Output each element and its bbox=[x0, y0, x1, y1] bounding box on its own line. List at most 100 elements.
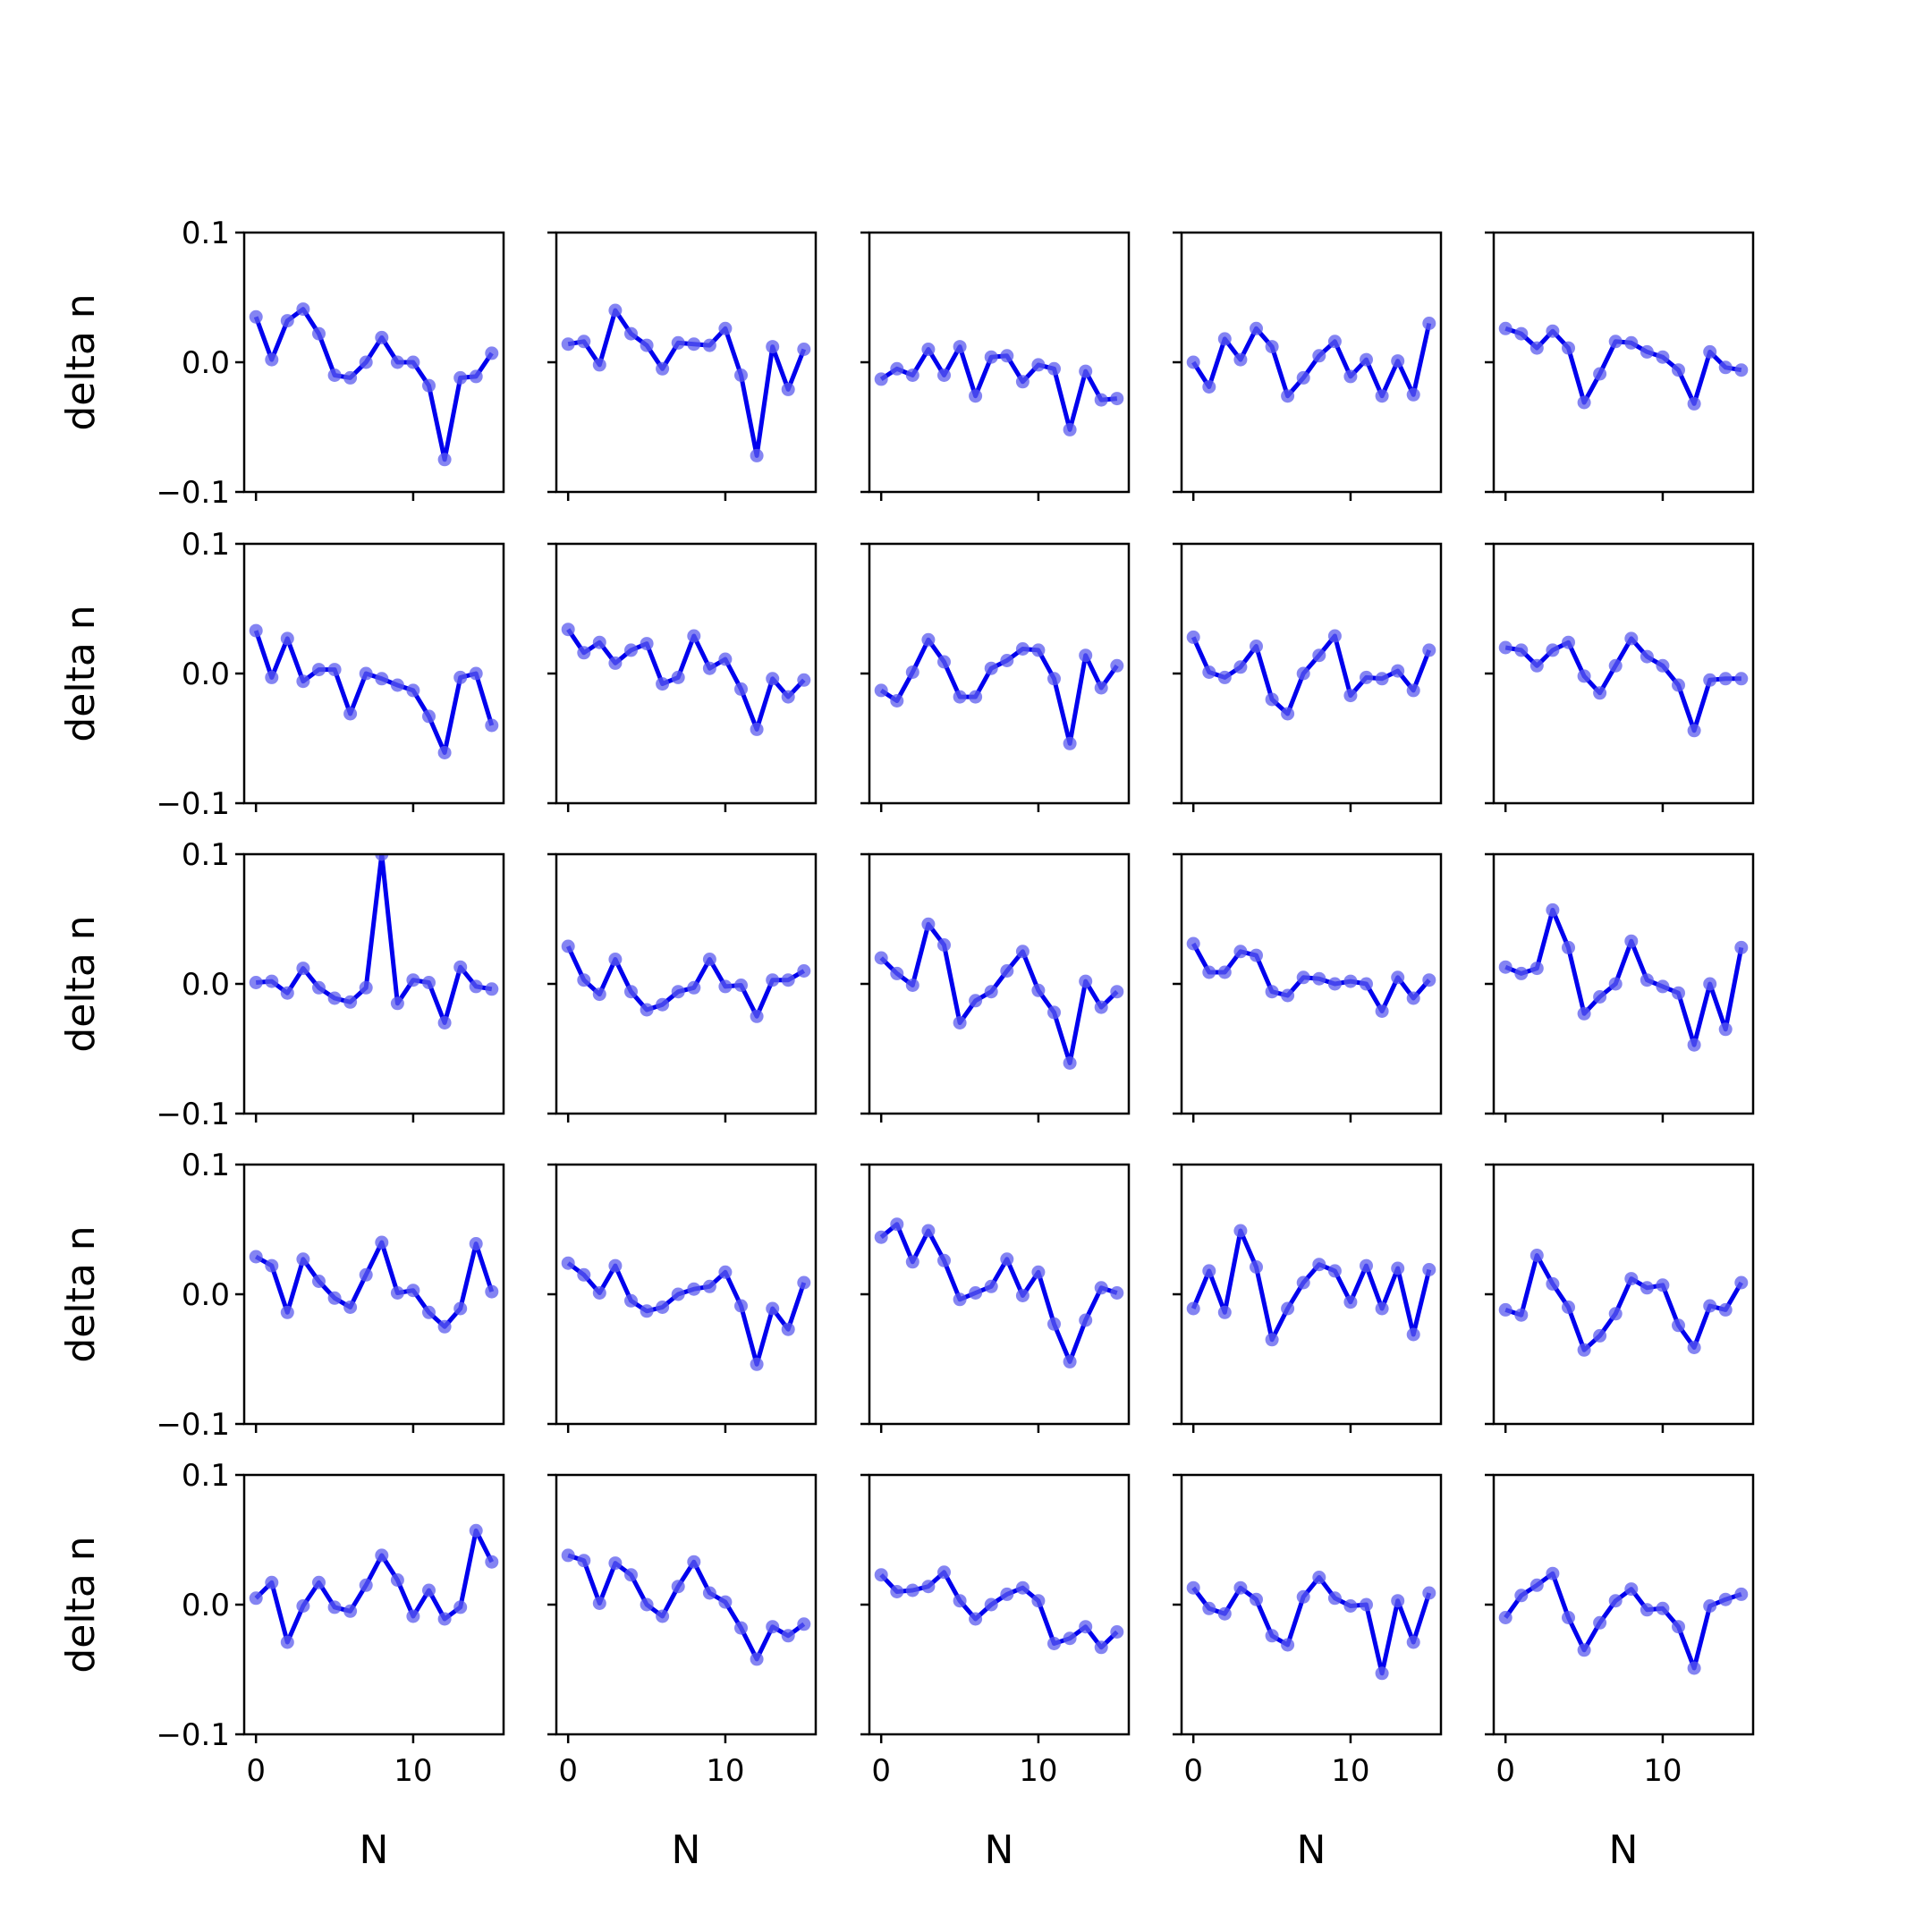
data-point bbox=[280, 1635, 294, 1649]
data-point bbox=[1202, 965, 1216, 979]
data-point bbox=[1422, 1263, 1436, 1276]
data-point bbox=[1281, 988, 1295, 1003]
data-point bbox=[750, 448, 764, 462]
data-point bbox=[797, 673, 811, 687]
x-tick-label: 10 bbox=[1643, 1753, 1682, 1789]
data-point bbox=[1640, 1603, 1654, 1617]
series-line bbox=[256, 854, 493, 1025]
data-point bbox=[608, 656, 623, 670]
data-point bbox=[1406, 1327, 1420, 1342]
data-point bbox=[874, 951, 888, 965]
data-point bbox=[1031, 983, 1046, 997]
data-point bbox=[687, 337, 701, 352]
data-point bbox=[265, 352, 279, 367]
axes-frame bbox=[868, 1473, 1131, 1736]
data-point bbox=[280, 986, 294, 1000]
data-point bbox=[734, 1621, 748, 1635]
data-point bbox=[1233, 1580, 1248, 1595]
data-point bbox=[312, 326, 326, 341]
series-group bbox=[561, 939, 811, 1023]
series-group bbox=[874, 917, 1124, 1070]
data-point bbox=[969, 994, 983, 1008]
data-point bbox=[561, 337, 575, 352]
data-point bbox=[422, 709, 436, 724]
data-point bbox=[874, 1230, 888, 1244]
data-point bbox=[1217, 332, 1232, 346]
data-point bbox=[1281, 1638, 1295, 1652]
data-point bbox=[312, 1575, 326, 1589]
data-point bbox=[1562, 1301, 1575, 1314]
subplot-r2-c3 bbox=[1173, 852, 1443, 1123]
series-line bbox=[1504, 1253, 1743, 1352]
data-point bbox=[937, 369, 951, 382]
series-line bbox=[567, 308, 807, 458]
data-point bbox=[390, 355, 404, 369]
series-group bbox=[874, 1565, 1124, 1655]
data-point bbox=[1718, 360, 1733, 375]
data-point bbox=[1577, 395, 1591, 410]
subplot-r4-c1: 0 10 N bbox=[547, 1473, 818, 1873]
data-point bbox=[1265, 692, 1279, 707]
data-point bbox=[249, 1591, 263, 1606]
series-line bbox=[879, 344, 1118, 432]
data-point bbox=[1063, 1354, 1077, 1368]
data-point bbox=[343, 1604, 358, 1618]
x-tick-label: 10 bbox=[394, 1753, 432, 1789]
data-point bbox=[1186, 630, 1200, 644]
data-point bbox=[1296, 666, 1310, 681]
data-point bbox=[359, 666, 373, 681]
data-point bbox=[797, 1275, 811, 1290]
subplot-r3-c1 bbox=[547, 1163, 818, 1433]
data-point bbox=[750, 1357, 764, 1371]
data-point bbox=[1530, 658, 1544, 673]
data-point bbox=[702, 1586, 716, 1600]
data-point bbox=[1079, 1313, 1093, 1327]
data-point bbox=[750, 722, 764, 736]
data-point bbox=[1186, 936, 1200, 951]
data-point bbox=[577, 335, 591, 349]
data-point bbox=[624, 985, 638, 999]
data-point bbox=[1094, 1000, 1108, 1014]
x-tick-label: 0 bbox=[871, 1753, 891, 1789]
subplot-r1-c2 bbox=[860, 542, 1131, 812]
data-point bbox=[375, 1548, 389, 1563]
data-point bbox=[921, 632, 936, 647]
data-point bbox=[969, 1286, 983, 1300]
series-line bbox=[879, 1570, 1119, 1650]
series-group bbox=[1498, 631, 1749, 738]
data-point bbox=[890, 694, 904, 708]
data-point bbox=[1593, 367, 1607, 381]
data-point bbox=[1406, 1635, 1420, 1649]
y-tick-label: 0.1 bbox=[182, 527, 230, 563]
data-point bbox=[469, 979, 483, 994]
data-point bbox=[485, 1284, 499, 1299]
y-tick-label: 0.0 bbox=[182, 657, 230, 692]
data-point bbox=[592, 635, 606, 649]
data-point bbox=[1360, 977, 1373, 991]
data-point bbox=[1233, 1224, 1248, 1238]
data-point bbox=[718, 321, 733, 335]
data-point bbox=[1672, 986, 1685, 1000]
data-point bbox=[1202, 665, 1216, 679]
series-group bbox=[1186, 936, 1436, 1018]
data-point bbox=[937, 655, 951, 669]
series-group bbox=[1498, 1249, 1749, 1357]
data-point bbox=[1546, 902, 1560, 917]
data-point bbox=[1593, 990, 1607, 1004]
data-point bbox=[608, 1556, 623, 1571]
axes-frame bbox=[868, 1163, 1131, 1426]
data-point bbox=[1375, 672, 1389, 686]
data-point bbox=[874, 1568, 888, 1582]
data-point bbox=[265, 670, 279, 684]
data-point bbox=[592, 1286, 606, 1300]
data-point bbox=[1250, 640, 1263, 653]
subplot-r0-c4 bbox=[1485, 231, 1755, 501]
y-tick-label: 0.0 bbox=[182, 1277, 230, 1313]
data-point bbox=[1031, 1594, 1046, 1608]
data-point bbox=[422, 1583, 436, 1597]
series-group bbox=[1186, 1224, 1436, 1347]
data-point bbox=[1360, 352, 1373, 367]
series-line bbox=[1191, 1228, 1432, 1343]
series-group bbox=[874, 632, 1124, 750]
data-point bbox=[687, 1555, 701, 1569]
